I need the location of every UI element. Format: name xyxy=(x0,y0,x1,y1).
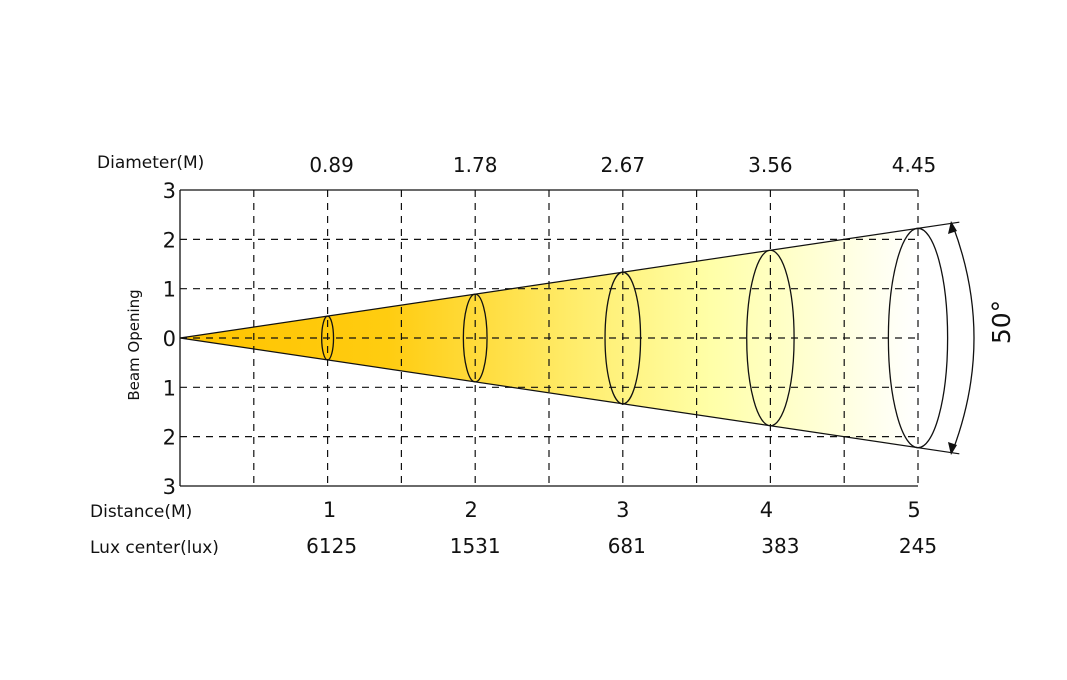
distance-value: 2 xyxy=(465,498,478,522)
grid xyxy=(180,190,919,486)
y-tick-label: 1 xyxy=(163,376,176,400)
diameter-value: 4.45 xyxy=(892,153,937,177)
distance-label: Distance(M) xyxy=(90,502,192,522)
beam-cross-sections xyxy=(321,227,949,449)
lux-value: 6125 xyxy=(306,534,357,558)
angle-arc-arrow xyxy=(952,225,975,451)
y-tick-labels: 3 2 1 0 1 2 3 xyxy=(163,179,176,499)
arrowhead-top-icon xyxy=(948,221,957,234)
y-tick-label: 3 xyxy=(163,475,176,499)
beam-ellipse-3m xyxy=(604,271,642,405)
y-tick-label: 1 xyxy=(163,278,176,302)
diameter-value: 2.67 xyxy=(601,153,646,177)
distance-value: 1 xyxy=(323,498,336,522)
y-tick-label: 2 xyxy=(163,228,176,252)
diameter-value: 3.56 xyxy=(748,153,793,177)
lux-value: 383 xyxy=(761,534,799,558)
y-axis-label: Beam Opening xyxy=(125,289,143,400)
beam-ellipse-4m xyxy=(746,249,795,427)
distance-value: 4 xyxy=(760,498,773,522)
beam-angle-label: 50° xyxy=(987,300,1016,344)
distance-value: 5 xyxy=(907,498,920,522)
diameter-value: 1.78 xyxy=(453,153,498,177)
beam-edges xyxy=(179,221,960,455)
lux-value: 1531 xyxy=(450,534,501,558)
diameter-label: Diameter(M) xyxy=(97,153,204,173)
beam-ellipse-2m xyxy=(462,293,488,383)
y-tick-label: 2 xyxy=(163,426,176,450)
beam-ellipse-1m xyxy=(321,315,335,361)
distance-value: 3 xyxy=(616,498,629,522)
lux-value: 245 xyxy=(899,534,937,558)
y-tick-label: 3 xyxy=(163,179,176,203)
arrowhead-bottom-icon xyxy=(948,442,957,455)
column-labels: 0.89 1 6125 1.78 2 1531 2.67 3 681 3.56 4 383 4.45 5 2… xyxy=(306,153,937,558)
beam-edge-top xyxy=(179,221,960,339)
y-tick-label: 0 xyxy=(163,327,176,351)
lux-value: 681 xyxy=(608,534,646,558)
beam-edge-bottom xyxy=(179,337,960,455)
beam-ellipse-5m xyxy=(887,227,949,449)
diameter-value: 0.89 xyxy=(309,153,354,177)
lux-label: Lux center(lux) xyxy=(90,538,219,558)
